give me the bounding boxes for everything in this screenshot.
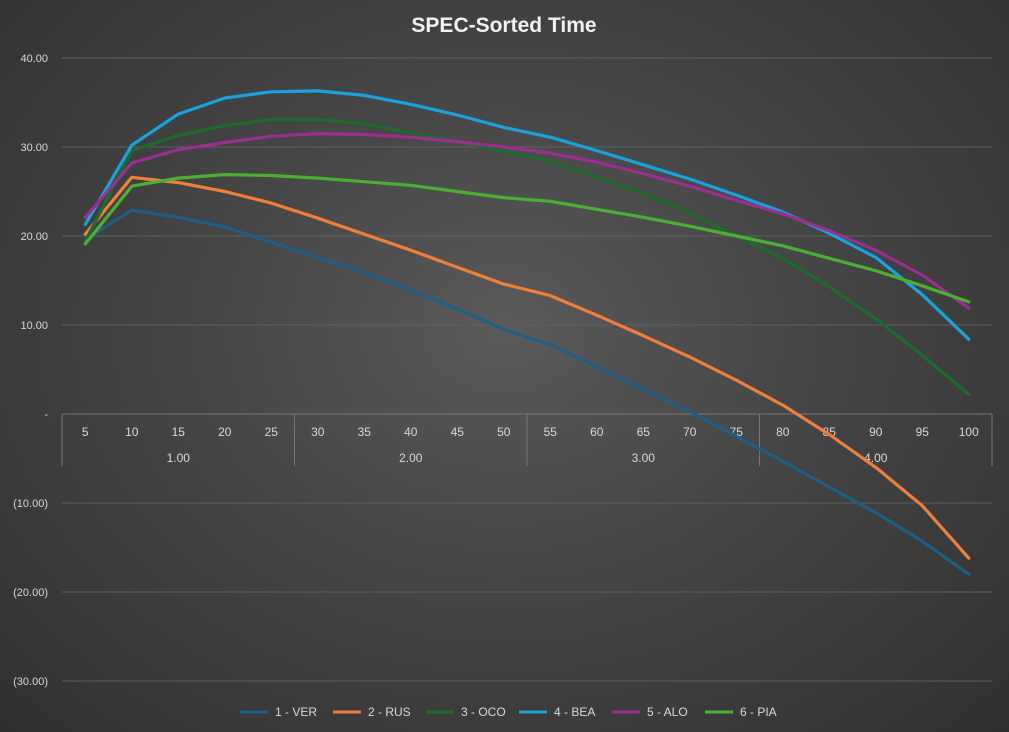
series-line-5 [83,132,971,310]
x-tick-label: 80 [776,425,790,439]
y-tick-label: 10.00 [20,320,48,332]
x-tick-label: 60 [590,425,604,439]
legend-item: 5 - ALO [612,705,688,719]
x-group-label: 1.00 [167,451,191,465]
legend-item: 3 - OCO [426,705,506,719]
y-tick-label: (20.00) [13,587,48,599]
y-tick-label: (10.00) [13,498,48,510]
legend-label: 4 - BEA [554,705,595,719]
chart-title: SPEC-Sorted Time [411,14,596,37]
series-line-3 [83,117,971,396]
x-tick-label: 25 [265,425,279,439]
series-line-1 [83,208,971,576]
x-tick-label: 70 [683,425,697,439]
y-tick-label: 40.00 [20,53,48,65]
y-tick-label: (30.00) [13,676,48,688]
series-line-4 [83,89,971,341]
y-tick-label: - [44,409,48,421]
legend-label: 2 - RUS [368,705,411,719]
legend-label: 6 - PIA [740,705,777,719]
legend-label: 3 - OCO [461,705,506,719]
y-tick-label: 30.00 [20,142,48,154]
x-tick-label: 35 [358,425,372,439]
y-tick-label: 20.00 [20,231,48,243]
legend-item: 2 - RUS [333,705,411,719]
x-tick-label: 95 [916,425,930,439]
x-tick-label: 45 [451,425,465,439]
x-axis: 5 10 15 20 25 30 35 40 45 50 55 60 65 70 75 80 85 90 95 100… [61,413,993,466]
legend-label: 5 - ALO [647,705,688,719]
x-tick-label: 50 [497,425,511,439]
series-lines [83,89,971,576]
x-group-label: 3.00 [632,451,656,465]
x-tick-label: 5 [82,425,89,439]
x-tick-label: 90 [869,425,883,439]
legend: 1 - VER 2 - RUS 3 - OCO 4 - BEA 5 - ALO 6 - P… [240,705,777,719]
x-tick-label: 65 [637,425,651,439]
x-tick-label: 10 [125,425,139,439]
legend-item: 6 - PIA [705,705,777,719]
x-tick-label: 40 [404,425,418,439]
legend-label: 1 - VER [275,705,317,719]
legend-item: 1 - VER [240,705,317,719]
y-axis-tick-labels: 40.00 30.00 20.00 10.00 - (10.00) (20.00) (30.0… [13,53,48,688]
legend-item: 4 - BEA [519,705,595,719]
x-tick-label: 30 [311,425,325,439]
x-tick-label: 20 [218,425,232,439]
x-tick-label: 15 [172,425,186,439]
x-tick-label: 100 [959,425,979,439]
series-line-2 [83,175,971,560]
series-line-6 [83,173,971,304]
x-group-label: 2.00 [399,451,423,465]
x-tick-label: 55 [544,425,558,439]
